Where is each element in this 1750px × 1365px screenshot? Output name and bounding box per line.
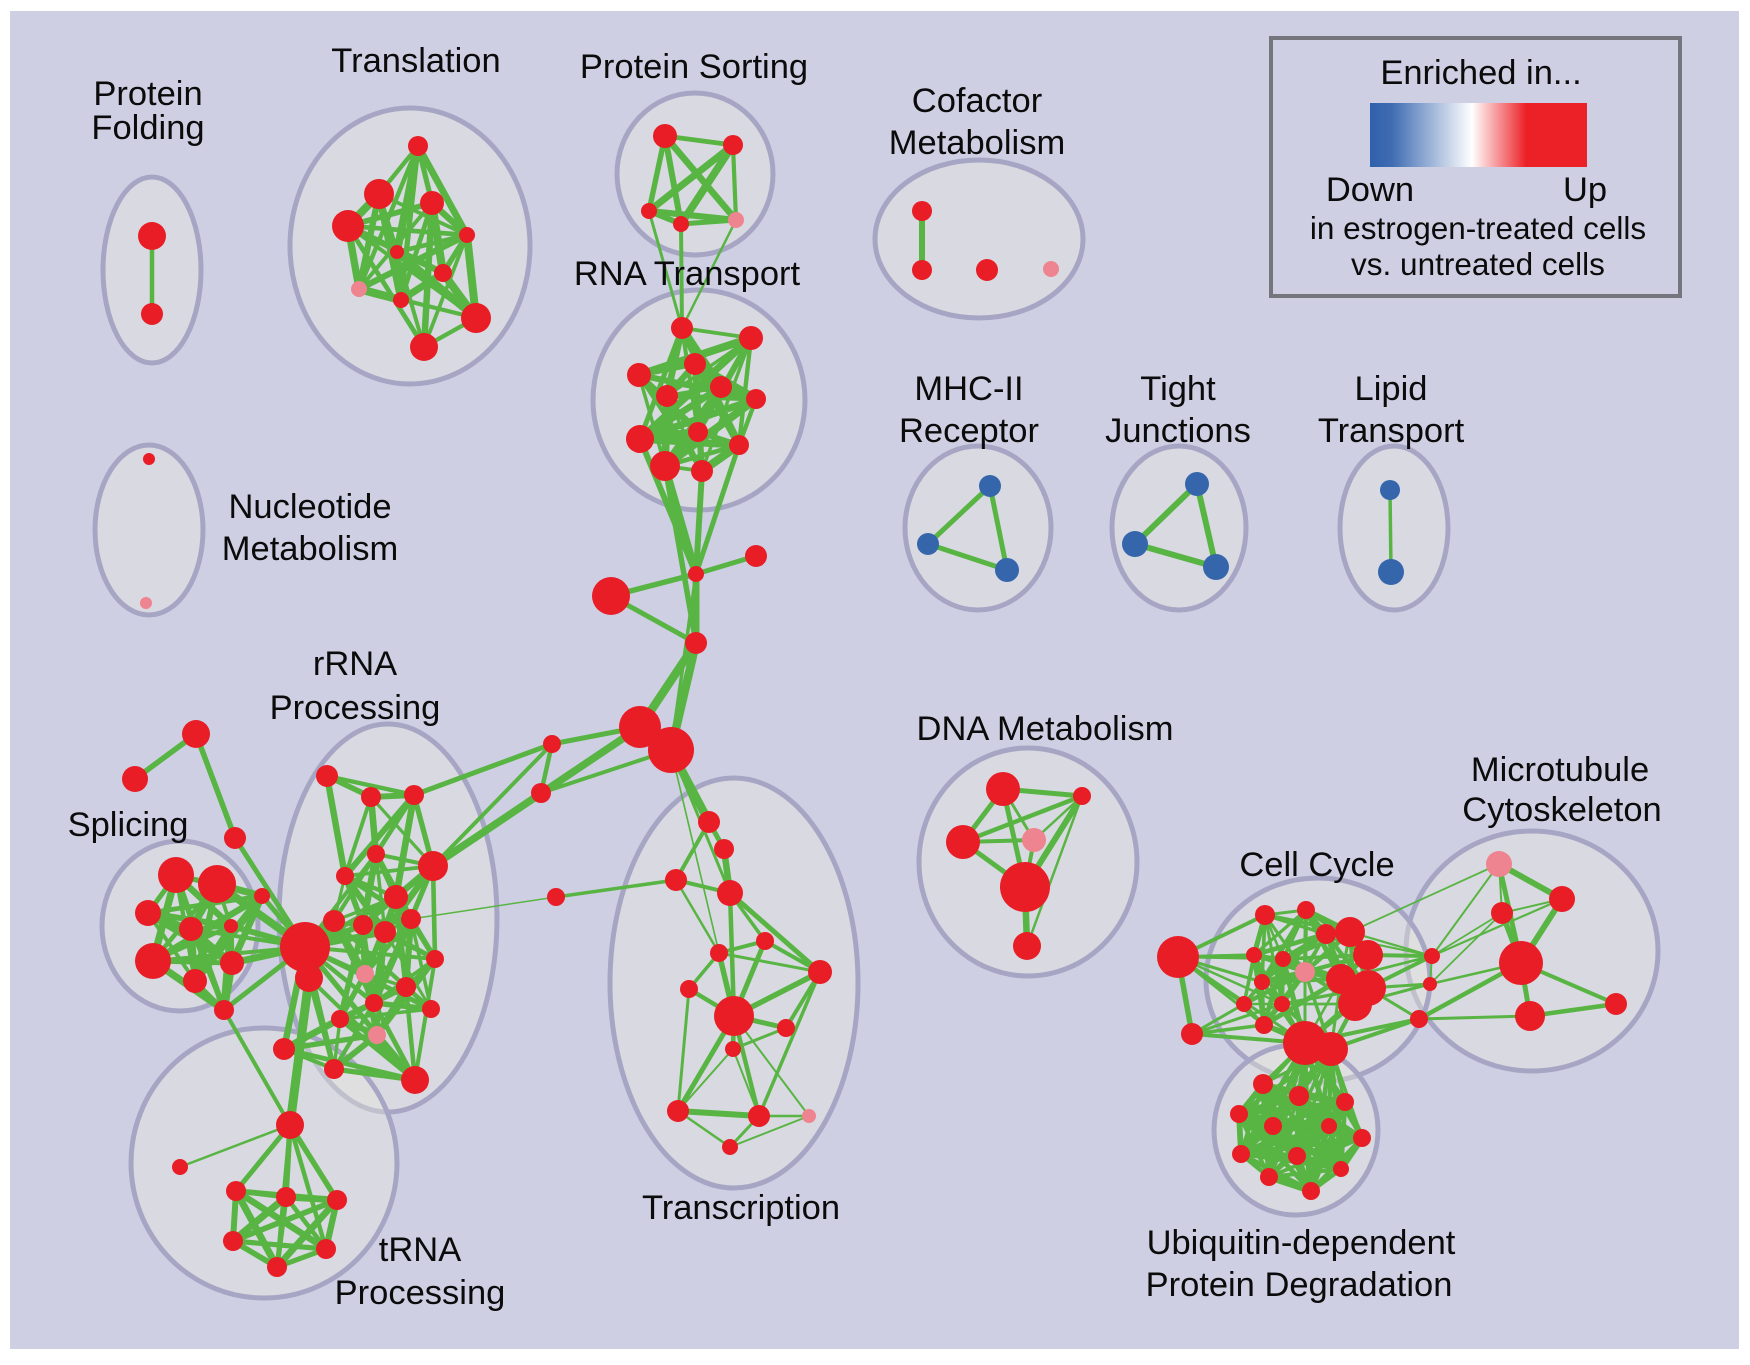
svg-text:vs. untreated cells: vs. untreated cells <box>1351 246 1605 282</box>
svg-text:Down: Down <box>1326 171 1414 209</box>
svg-text:Enriched in...: Enriched in... <box>1380 54 1581 92</box>
svg-text:Protein Degradation: Protein Degradation <box>1146 1266 1453 1304</box>
svg-text:Translation: Translation <box>331 42 500 80</box>
svg-text:Up: Up <box>1563 171 1607 209</box>
svg-text:Nucleotide: Nucleotide <box>228 488 391 526</box>
svg-text:Processing: Processing <box>335 1274 506 1312</box>
svg-text:Protein: Protein <box>93 75 202 113</box>
svg-text:Metabolism: Metabolism <box>222 530 398 568</box>
svg-text:in estrogen-treated cells: in estrogen-treated cells <box>1310 210 1646 246</box>
svg-text:tRNA: tRNA <box>379 1231 461 1269</box>
svg-text:Folding: Folding <box>91 109 204 147</box>
svg-text:DNA Metabolism: DNA Metabolism <box>917 710 1174 748</box>
svg-text:rRNA: rRNA <box>313 645 397 683</box>
svg-text:Cytoskeleton: Cytoskeleton <box>1462 791 1661 829</box>
svg-text:Receptor: Receptor <box>899 412 1039 450</box>
svg-text:RNA Transport: RNA Transport <box>574 255 801 293</box>
svg-text:Tight: Tight <box>1140 370 1216 408</box>
svg-text:Cell Cycle: Cell Cycle <box>1239 846 1394 884</box>
svg-text:MHC-II: MHC-II <box>914 370 1023 408</box>
svg-text:Processing: Processing <box>270 689 441 727</box>
svg-text:Metabolism: Metabolism <box>889 124 1065 162</box>
svg-text:Splicing: Splicing <box>68 806 189 844</box>
svg-text:Ubiquitin-dependent: Ubiquitin-dependent <box>1147 1224 1456 1262</box>
svg-text:Microtubule: Microtubule <box>1471 751 1649 789</box>
svg-text:Lipid: Lipid <box>1355 370 1428 408</box>
svg-text:Protein Sorting: Protein Sorting <box>580 48 808 86</box>
svg-text:Transcription: Transcription <box>642 1189 840 1227</box>
svg-text:Transport: Transport <box>1318 412 1465 450</box>
svg-text:Junctions: Junctions <box>1105 412 1251 450</box>
svg-text:Cofactor: Cofactor <box>912 82 1042 120</box>
